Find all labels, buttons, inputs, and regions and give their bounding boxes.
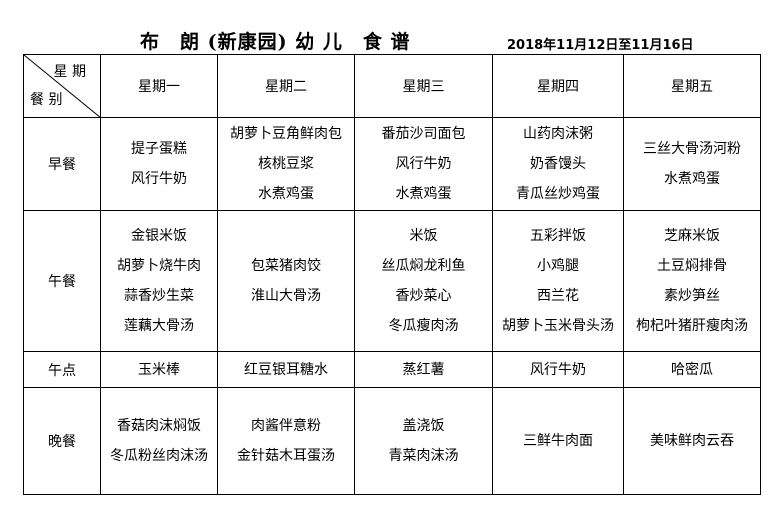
day-header: 星期二 [217,54,355,118]
dish-item: 丝瓜焖龙利鱼 [381,258,466,274]
menu-cell: 米饭丝瓜焖龙利鱼 香炒菜心冬瓜瘦肉汤 [354,210,493,352]
menu-cell: 包菜猪肉饺淮山大骨汤 [217,210,355,352]
dish-item: 风行牛奶 [530,361,586,378]
dish-item: 青菜肉沫汤 [388,448,459,464]
corner-meal-label: 餐 别 [30,92,63,108]
dish-item: 冬瓜粉丝肉沫汤 [110,448,208,464]
meal-row: 早餐 提子蛋糕 风行牛奶 胡萝卜豆角鲜肉包 核桃豆浆 水煮鸡蛋 番茄沙司面包 风行牛奶 水煮鸡蛋… [23,117,761,211]
dish-item: 奶香馒头 [530,156,586,172]
dish-item: 红豆银耳糖水 [244,361,328,378]
meal-label: 早餐 [23,117,101,211]
dish-item: 土豆焖排骨 [657,258,727,274]
dish-item: 香菇肉沫焖饭 [117,418,201,434]
dish-item: 香炒菜心 [395,288,452,304]
meal-row: 午点 玉米棒 红豆银耳糖水 蒸红薯 风行牛奶 哈密瓜 [23,351,761,388]
day-header: 星期五 [623,54,761,118]
menu-cell: 山药肉沫粥奶香馒头青瓜丝炒鸡蛋 [492,117,624,211]
menu-cell: 三鲜牛肉面 [492,387,624,495]
dish-item: 山药肉沫粥 [523,126,593,142]
dish-item: 番茄沙司面包 [381,126,466,142]
day-header: 星期一 [100,54,218,118]
dish-item: 胡萝卜豆角鲜肉包 [230,126,342,142]
dish-item: 枸杞叶猪肝瘦肉汤 [636,318,748,334]
dish-item: 提子蛋糕 [131,141,187,157]
menu-table: 星 期 餐 别 星期一 星期二 星期三 星期四 星期五 早餐 提子蛋糕 风行牛奶 胡萝… [23,54,761,495]
menu-cell: 玉米棒 [100,351,218,388]
menu-cell: 肉酱伴意粉金针菇木耳蛋汤 [217,387,355,495]
dish-item: 风行牛奶 [395,156,452,172]
diagonal-divider [24,55,101,118]
dish-item: 水煮鸡蛋 [258,186,314,202]
corner-cell: 星 期 餐 别 [23,54,101,118]
meal-label: 晚餐 [23,387,101,495]
dish-item: 小鸡腿 [537,258,579,274]
dish-item: 三鲜牛肉面 [523,433,593,449]
menu-cell: 红豆银耳糖水 [217,351,355,388]
dish-item: 胡萝卜玉米骨头汤 [502,318,614,334]
meal-row: 午餐 金银米饭 胡萝卜烧牛肉 蒜香炒生菜 莲藕大骨汤 包菜猪肉饺 淮山大骨汤 米饭 丝瓜焖龙利鱼… [23,210,761,352]
dish-item: 金针菇木耳蛋汤 [237,448,335,464]
dish-item: 美味鲜肉云吞 [650,433,734,449]
meal-label: 午点 [23,351,101,388]
dish-item: 素炒笋丝 [664,288,720,304]
dish-item: 西兰花 [537,288,579,304]
menu-cell: 香菇肉沫焖饭 冬瓜粉丝肉沫汤 [100,387,218,495]
dish-item: 淮山大骨汤 [251,288,321,304]
menu-cell: 三丝大骨汤河粉 水煮鸡蛋 [623,117,761,211]
menu-cell: 提子蛋糕 风行牛奶 [100,117,218,211]
meal-label: 午餐 [23,210,101,352]
menu-cell: 番茄沙司面包 风行牛奶水煮鸡蛋 [354,117,493,211]
date-range: 2018年11月12日至11月16日 [507,38,694,53]
menu-cell: 胡萝卜豆角鲜肉包 核桃豆浆水煮鸡蛋 [217,117,355,211]
dish-item: 风行牛奶 [131,171,187,187]
dish-item: 包菜猪肉饺 [251,258,321,274]
corner-day-label: 星 期 [53,64,86,80]
dish-item: 冬瓜瘦肉汤 [388,318,459,334]
dish-item: 盖浇饭 [402,418,445,434]
menu-cell: 风行牛奶 [492,351,624,388]
menu-cell: 五彩拌饭小鸡腿西兰花胡萝卜玉米骨头汤 [492,210,624,352]
dish-item: 水煮鸡蛋 [664,171,720,187]
dish-item: 胡萝卜烧牛肉 [117,258,201,274]
menu-cell: 美味鲜肉云吞 [623,387,761,495]
menu-cell: 盖浇饭 青菜肉沫汤 [354,387,493,495]
dish-item: 五彩拌饭 [530,228,586,244]
page-title: 布 朗 (新康园) 幼 儿 食 谱 [140,31,411,53]
dish-item: 哈密瓜 [671,361,713,378]
dish-item: 蒸红薯 [402,361,445,378]
dish-item: 芝麻米饭 [664,228,720,244]
dish-item: 米饭 [409,228,438,244]
dish-item: 肉酱伴意粉 [251,418,321,434]
dish-item: 三丝大骨汤河粉 [643,141,741,157]
menu-cell: 哈密瓜 [623,351,761,388]
menu-cell: 芝麻米饭土豆焖排骨素炒笋丝枸杞叶猪肝瘦肉汤 [623,210,761,352]
day-header: 星期三 [354,54,493,118]
menu-cell: 蒸红薯 [354,351,493,388]
dish-item: 青瓜丝炒鸡蛋 [516,186,600,202]
menu-cell: 金银米饭胡萝卜烧牛肉 蒜香炒生菜莲藕大骨汤 [100,210,218,352]
day-header: 星期四 [492,54,624,118]
dish-item: 莲藕大骨汤 [124,318,194,334]
meal-row: 晚餐 香菇肉沫焖饭 冬瓜粉丝肉沫汤 肉酱伴意粉 金针菇木耳蛋汤 盖浇饭 青菜肉沫汤 三鲜牛肉面… [23,387,761,495]
dish-item: 玉米棒 [138,361,180,378]
dish-item: 核桃豆浆 [258,156,314,172]
dish-item: 水煮鸡蛋 [395,186,452,202]
dish-item: 金银米饭 [131,228,187,244]
header-row: 星 期 餐 别 星期一 星期二 星期三 星期四 星期五 [23,54,761,118]
dish-item: 蒜香炒生菜 [124,288,194,304]
